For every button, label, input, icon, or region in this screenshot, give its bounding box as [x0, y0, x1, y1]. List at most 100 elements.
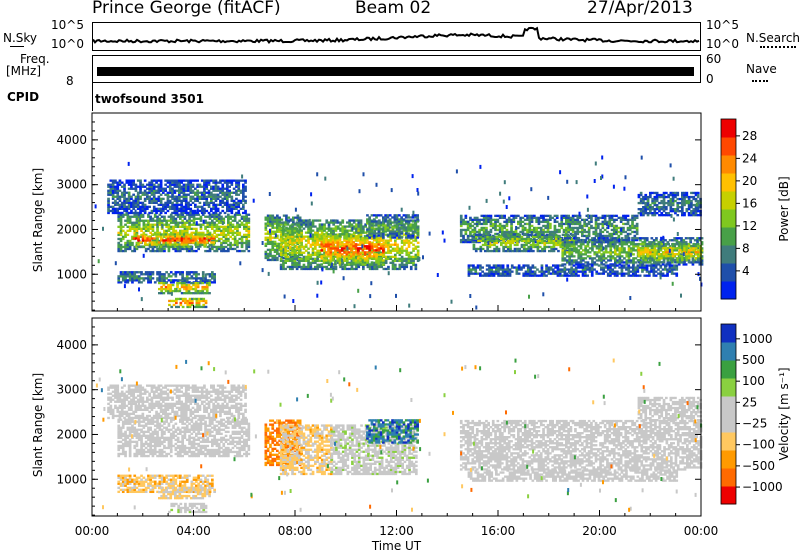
power-cell — [171, 233, 175, 236]
power-cell — [150, 243, 154, 246]
power-cell — [148, 195, 151, 198]
power-cell — [207, 211, 211, 215]
power-cell — [370, 261, 374, 264]
power-cell — [622, 222, 625, 226]
power-cell — [210, 193, 213, 196]
power-cell — [271, 246, 275, 250]
power-cell — [162, 197, 165, 201]
power-cell — [192, 223, 196, 226]
power-cell — [196, 195, 199, 198]
power-cell — [571, 230, 575, 234]
power-cell — [180, 285, 184, 289]
power-cell — [179, 217, 182, 220]
power-cell — [332, 223, 335, 226]
power-cell — [226, 179, 229, 182]
power-cell — [126, 273, 130, 276]
power-cell — [566, 237, 569, 240]
power-cell — [223, 187, 227, 190]
power-cell — [187, 292, 191, 295]
power-cell — [610, 228, 614, 232]
power-cell — [371, 267, 374, 271]
power-cell — [546, 222, 550, 226]
power-cell — [615, 226, 618, 230]
power-cell — [162, 205, 165, 209]
power-cell — [206, 223, 210, 226]
power-cell — [187, 245, 191, 248]
power-cell — [619, 230, 623, 234]
power-cell — [144, 273, 148, 276]
power-cell — [194, 205, 197, 209]
power-cell — [539, 226, 543, 230]
power-cell — [396, 237, 399, 240]
power-cell — [309, 245, 313, 248]
power-cell — [243, 217, 246, 220]
power-cell — [598, 243, 601, 246]
power-cell — [521, 228, 525, 232]
power-cell — [620, 249, 624, 252]
power-cell — [485, 214, 488, 218]
power-cell — [478, 236, 481, 240]
power-cell — [286, 219, 290, 222]
power-cell — [203, 187, 206, 190]
power-cell — [203, 211, 206, 215]
power-cell — [200, 207, 204, 211]
power-cell — [136, 211, 140, 215]
power-cell — [111, 209, 115, 213]
power-cell — [176, 237, 179, 240]
power-cell — [111, 211, 115, 215]
power-cell — [544, 220, 548, 224]
power-cell — [327, 221, 331, 224]
power-cell — [221, 209, 225, 213]
power-cell — [568, 251, 571, 254]
power-cell — [586, 255, 590, 258]
power-cell — [229, 227, 232, 231]
power-cell — [631, 218, 634, 222]
power-cell — [181, 247, 184, 251]
power-cell — [325, 233, 329, 236]
power-cell — [302, 221, 306, 224]
power-cell — [314, 233, 317, 236]
power-cell — [304, 239, 308, 242]
power-cell — [375, 261, 378, 264]
power-cell — [375, 239, 378, 242]
power-cell — [609, 239, 613, 242]
power-cell — [579, 251, 583, 254]
power-cell — [336, 259, 340, 262]
power-cell — [150, 201, 154, 205]
power-cell — [156, 223, 159, 226]
power-cell — [322, 261, 326, 264]
power-cell — [459, 216, 463, 220]
power-cell — [240, 235, 244, 239]
power-cell — [559, 241, 563, 245]
power-cell — [293, 263, 297, 267]
power-cell — [350, 261, 354, 265]
power-cell — [626, 218, 630, 222]
power-cell — [182, 193, 186, 196]
power-cell — [192, 221, 196, 224]
power-cell — [214, 195, 218, 198]
power-cell — [311, 219, 315, 222]
power-cell — [298, 221, 301, 224]
power-cell — [284, 233, 287, 236]
power-cell — [474, 247, 478, 251]
power-cell — [602, 255, 606, 258]
power-cell — [505, 220, 509, 224]
power-cell — [149, 277, 152, 280]
power-cell — [382, 267, 386, 271]
power-cell — [203, 195, 206, 198]
power-cell — [197, 247, 200, 251]
power-cell — [332, 251, 335, 254]
power-cell — [236, 249, 239, 253]
power-cell — [311, 261, 315, 265]
power-cell — [352, 263, 355, 266]
power-cell — [562, 230, 566, 234]
power-cell — [279, 223, 283, 226]
power-cell — [372, 218, 376, 221]
power-cell — [394, 243, 397, 246]
power-cell — [124, 213, 127, 216]
power-cell — [287, 246, 291, 250]
power-cell — [355, 257, 358, 261]
power-cell — [551, 216, 554, 220]
power-cell — [368, 228, 371, 231]
power-cell — [217, 227, 221, 231]
